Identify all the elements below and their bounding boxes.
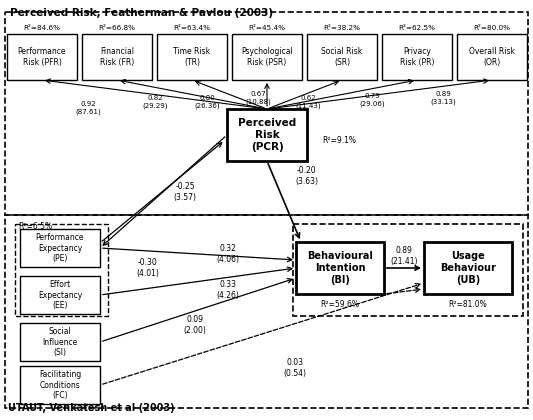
Text: Performance
Risk (PFR): Performance Risk (PFR)	[18, 47, 66, 67]
Text: Effort
Expectancy
(EE): Effort Expectancy (EE)	[38, 280, 82, 310]
Text: 0.80
(26.36): 0.80 (26.36)	[194, 95, 220, 109]
Bar	[5, 215, 528, 408]
Text: 0.67
(10.88): 0.67 (10.88)	[245, 91, 271, 105]
Text: Perceived
Risk
(PCR): Perceived Risk (PCR)	[238, 118, 296, 152]
Text: 0.62
(11.43): 0.62 (11.43)	[295, 95, 321, 109]
Text: R²=9.1%: R²=9.1%	[322, 136, 356, 144]
Bar	[307, 34, 377, 80]
Text: Facilitating
Conditions
(FC): Facilitating Conditions (FC)	[39, 370, 81, 400]
Text: R²=59.6%: R²=59.6%	[320, 300, 359, 309]
Text: -0.30
(4.01): -0.30 (4.01)	[136, 258, 159, 278]
Bar	[157, 34, 227, 80]
Text: 0.03
(0.54): 0.03 (0.54)	[284, 358, 306, 378]
Bar	[424, 242, 512, 294]
Text: R²=6.5%: R²=6.5%	[18, 222, 52, 231]
Text: R²=62.5%: R²=62.5%	[399, 25, 435, 31]
Text: R²=84.6%: R²=84.6%	[23, 25, 61, 31]
Bar	[20, 323, 100, 361]
Text: 0.82
(29.29): 0.82 (29.29)	[142, 95, 168, 109]
Text: -0.25
(3.57): -0.25 (3.57)	[174, 182, 197, 202]
Text: Overall Risk
(OR): Overall Risk (OR)	[469, 47, 515, 67]
Text: 0.33
(4.26): 0.33 (4.26)	[216, 280, 239, 300]
Text: Financial
Risk (FR): Financial Risk (FR)	[100, 47, 134, 67]
Bar	[20, 229, 100, 267]
Bar	[382, 34, 452, 80]
Bar	[82, 34, 152, 80]
Text: 0.92
(87.61): 0.92 (87.61)	[75, 101, 101, 115]
Text: Behavioural
Intention
(BI): Behavioural Intention (BI)	[307, 252, 373, 285]
Text: 0.79
(29.06): 0.79 (29.06)	[359, 93, 385, 107]
Text: R²=81.0%: R²=81.0%	[449, 300, 487, 309]
Text: Usage
Behaviour
(UB): Usage Behaviour (UB)	[440, 252, 496, 285]
Text: -0.20
(3.63): -0.20 (3.63)	[295, 166, 318, 186]
Bar	[20, 276, 100, 314]
Text: Privacy
Risk (PR): Privacy Risk (PR)	[400, 47, 434, 67]
Bar	[227, 109, 307, 161]
Text: Social
Influence
(SI): Social Influence (SI)	[43, 327, 78, 357]
Bar	[15, 224, 108, 316]
Bar	[457, 34, 527, 80]
Text: 0.89
(21.41): 0.89 (21.41)	[390, 246, 418, 266]
Text: UTAUT, Venkatesh et al (2003): UTAUT, Venkatesh et al (2003)	[8, 403, 175, 413]
Text: 0.32
(4.06): 0.32 (4.06)	[216, 244, 239, 264]
Text: R²=63.4%: R²=63.4%	[174, 25, 211, 31]
Bar	[232, 34, 302, 80]
Bar	[7, 34, 77, 80]
Text: Social Risk
(SR): Social Risk (SR)	[321, 47, 362, 67]
Text: Psychological
Risk (PSR): Psychological Risk (PSR)	[241, 47, 293, 67]
Text: R²=45.4%: R²=45.4%	[248, 25, 286, 31]
Bar	[296, 242, 384, 294]
Text: 0.89
(33.13): 0.89 (33.13)	[430, 91, 456, 105]
Text: R²=66.8%: R²=66.8%	[99, 25, 135, 31]
Bar	[293, 224, 523, 316]
Text: Time Risk
(TR): Time Risk (TR)	[173, 47, 211, 67]
Text: R²=80.0%: R²=80.0%	[473, 25, 511, 31]
Bar	[5, 12, 528, 215]
Bar	[20, 366, 100, 404]
Text: R²=38.2%: R²=38.2%	[324, 25, 360, 31]
Text: Perceived Risk, Featherman & Pavlou (2003): Perceived Risk, Featherman & Pavlou (200…	[10, 8, 273, 18]
Text: Performance
Expectancy
(PE): Performance Expectancy (PE)	[36, 233, 84, 263]
Text: 0.09
(2.00): 0.09 (2.00)	[183, 315, 206, 335]
